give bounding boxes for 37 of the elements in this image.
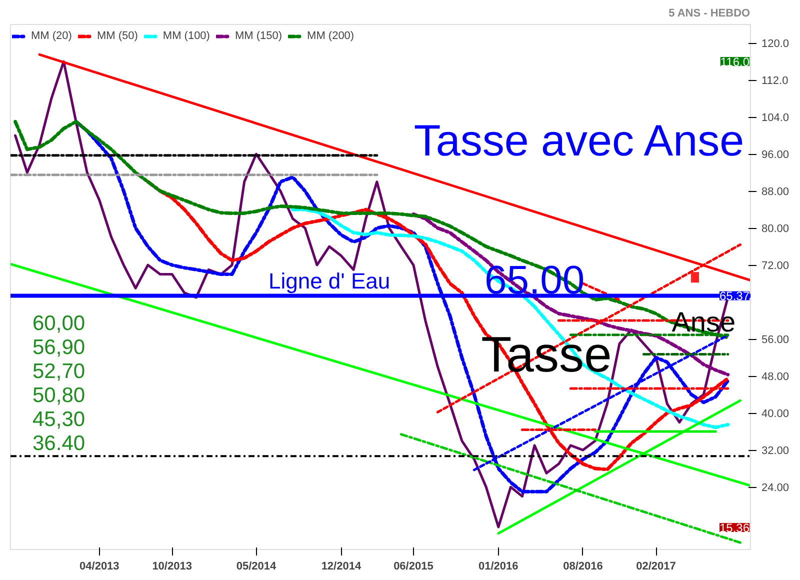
annotation: 15.36	[719, 521, 750, 535]
x-tick-label: 12/2014	[321, 560, 362, 572]
ref-line-label: 65.37	[719, 289, 750, 304]
x-tick-label: 05/2014	[236, 560, 278, 572]
x-tick-label: 06/2015	[394, 560, 434, 572]
y-tick-label: 80.00	[762, 223, 790, 236]
y-tick-label: 40.00	[762, 408, 790, 420]
annotation: 52,70	[32, 360, 86, 383]
annotation: 116.0	[720, 55, 750, 70]
annotation: 50,80	[32, 384, 86, 407]
x-tick-label: 08/2016	[563, 560, 603, 572]
x-tick-label: 01/2016	[478, 560, 518, 572]
y-tick-label: 104.0	[762, 112, 790, 124]
legend-label: MM (150)	[234, 30, 282, 42]
y-tick-label: 48.00	[762, 371, 790, 384]
text: Tasse avec Anse	[414, 116, 744, 166]
y-tick-label: 24.00	[762, 482, 790, 494]
y-tick-label: 88.00	[762, 186, 790, 198]
y-tick-label: 72.00	[762, 260, 790, 272]
x-tick-label: 04/2013	[80, 560, 120, 572]
annotation: 36.40	[32, 432, 86, 455]
annotation: Ligne d' Eau	[268, 268, 390, 294]
y-tick-label: 96.00	[762, 149, 790, 162]
chart-subtitle: 5 ANS - HEBDO	[668, 8, 751, 20]
x-tick-label: 10/2013	[152, 560, 192, 572]
legend-label: MM (200)	[307, 30, 354, 42]
y-tick-label: 56.00	[762, 334, 790, 346]
annotation: 56,90	[32, 336, 86, 359]
y-tick-label: 120.0	[762, 38, 790, 50]
y-tick-label: 32.00	[762, 445, 790, 458]
annotation: 45,30	[32, 408, 86, 431]
annotation: 60,00	[32, 312, 86, 335]
x-tick-label: 02/2017	[636, 560, 676, 572]
legend-label: MM (50)	[96, 30, 138, 42]
legend-label: MM (20)	[31, 30, 72, 42]
legend-label: MM (100)	[162, 30, 210, 42]
y-tick-label: 112.0	[762, 75, 788, 88]
